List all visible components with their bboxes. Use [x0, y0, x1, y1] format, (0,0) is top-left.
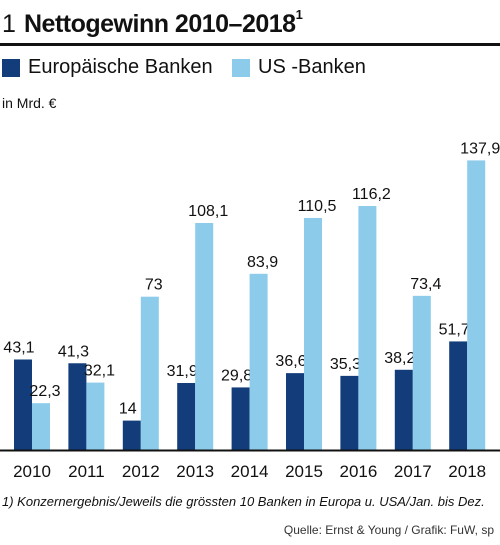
chart-title-text: Nettogewinn 2010–2018: [24, 10, 296, 38]
data-label-europe-2011: 41,3: [58, 343, 89, 360]
bar-europe-2016: [340, 375, 359, 450]
title-footnote-mark: 1: [295, 6, 303, 22]
bar-europe-2012: [122, 420, 141, 450]
chart-title: Nettogewinn 2010–20181: [24, 6, 303, 39]
data-label-europe-2015: 36,6: [275, 353, 306, 370]
data-label-us-2015: 110,5: [298, 198, 337, 215]
x-tick-label-2010: 2010: [13, 462, 51, 481]
data-label-us-2017: 73,4: [410, 276, 441, 293]
data-label-europe-2017: 38,2: [384, 350, 415, 367]
data-label-europe-2012: 14: [119, 401, 137, 418]
data-label-us-2016: 116,2: [352, 186, 391, 203]
data-label-us-2011: 32,1: [84, 363, 115, 380]
legend-label-us: US -Banken: [258, 56, 366, 78]
legend-swatch-us: [232, 59, 250, 77]
figure-number: 1: [2, 10, 16, 38]
data-label-us-2013: 108,1: [188, 203, 228, 220]
x-tick-label-2018: 2018: [448, 462, 486, 481]
bar-us-2010: [32, 403, 50, 450]
bar-chart: 43,1 22,3 2010 41,3 32,1 2011 14 73 2012 31,9 108,…: [0, 140, 500, 481]
x-tick-label-2012: 2012: [122, 462, 160, 481]
bar-europe-2013: [177, 383, 196, 450]
data-label-europe-2014: 29,8: [221, 367, 252, 384]
data-label-europe-2010: 43,1: [3, 339, 34, 356]
data-label-europe-2016: 35,3: [330, 356, 361, 373]
title-rule: [0, 43, 500, 46]
chart-header: 1 Nettogewinn 2010–20181: [0, 6, 500, 42]
x-tick-label-2017: 2017: [394, 462, 432, 481]
bar-us-2016: [358, 205, 377, 450]
data-label-us-2014: 83,9: [247, 254, 278, 271]
bar-us-2013: [195, 222, 214, 450]
data-label-us-2012: 73: [145, 277, 163, 294]
x-tick-label-2011: 2011: [68, 462, 105, 481]
source-credit: Quelle: Ernst & Young / Grafik: FuW, sp: [283, 523, 494, 537]
data-label-europe-2018: 51,7: [439, 321, 470, 338]
legend-label-europe: Europäische Banken: [28, 56, 213, 78]
legend-swatch-europe: [2, 59, 20, 77]
bar-us-2011: [86, 382, 105, 450]
footnote: 1) Konzernergebnis/Jeweils die grössten …: [2, 494, 485, 509]
bar-europe-2015: [286, 373, 304, 450]
data-label-us-2018: 137,9: [460, 140, 500, 157]
x-tick-label-2015: 2015: [285, 462, 323, 481]
bar-us-2018: [467, 160, 486, 450]
bar-europe-2011: [68, 363, 87, 450]
data-label-us-2010: 22,3: [29, 383, 60, 400]
x-tick-label-2016: 2016: [339, 462, 377, 481]
x-tick-label-2013: 2013: [176, 462, 214, 481]
bar-us-2017: [412, 295, 431, 450]
bar-us-2014: [249, 273, 268, 450]
data-label-europe-2013: 31,9: [167, 363, 198, 380]
bar-europe-2017: [394, 369, 413, 450]
bar-europe-2010: [14, 359, 32, 450]
bar-us-2015: [304, 217, 322, 450]
unit-label: in Mrd. €: [2, 95, 57, 111]
bar-europe-2018: [449, 341, 468, 450]
bar-europe-2014: [231, 387, 250, 450]
x-tick-label-2014: 2014: [231, 462, 269, 481]
bar-us-2012: [140, 296, 159, 450]
